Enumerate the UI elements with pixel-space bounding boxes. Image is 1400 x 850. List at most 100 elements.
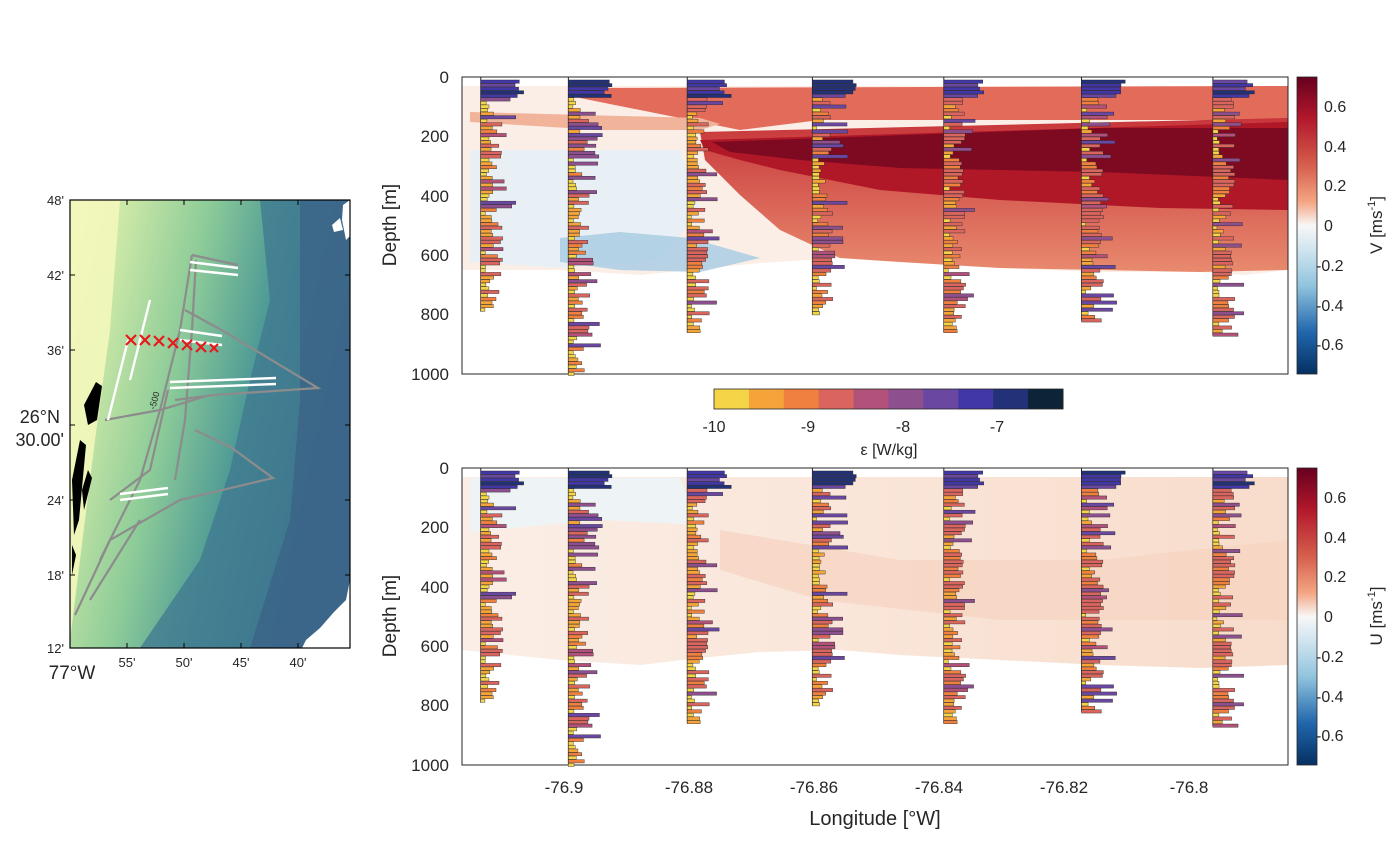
epsilon-bar <box>1212 705 1235 710</box>
epsilon-bar <box>568 126 603 130</box>
epsilon-bar <box>812 545 848 550</box>
epsilon-bar <box>1212 325 1232 330</box>
epsilon-bar <box>1081 94 1117 98</box>
epsilon-bar <box>943 204 957 209</box>
epsilon-bar <box>687 225 700 230</box>
u-colorbar <box>1296 467 1318 766</box>
epsilon-bar <box>812 638 819 642</box>
epsilon-bar <box>568 154 600 159</box>
epsilon-bar <box>1212 481 1255 486</box>
epsilon-bar <box>812 634 831 639</box>
epsilon-bar <box>568 609 574 614</box>
epsilon-bar <box>480 247 504 251</box>
lat-tick-label: 26°N <box>20 407 60 427</box>
epsilon-bar <box>568 584 590 589</box>
epsilon-bar <box>480 293 488 298</box>
epsilon-bar <box>943 552 962 557</box>
epsilon-bar <box>812 470 854 475</box>
epsilon-swatch <box>888 389 924 409</box>
epsilon-bar <box>1081 147 1090 152</box>
epsilon-bar <box>812 83 857 88</box>
epsilon-bar <box>943 140 962 145</box>
epsilon-bar <box>812 272 827 276</box>
epsilon-bar <box>812 268 832 273</box>
epsilon-bar <box>943 165 961 170</box>
epsilon-bar <box>812 215 822 219</box>
epsilon-bar <box>480 488 511 493</box>
epsilon-bar <box>812 481 854 486</box>
epsilon-bar <box>480 609 493 614</box>
epsilon-bar <box>943 300 958 305</box>
epsilon-bar <box>687 574 706 578</box>
epsilon-bar <box>1081 559 1104 564</box>
y-tick-label: 200 <box>421 127 449 146</box>
epsilon-bar <box>1081 698 1113 703</box>
epsilon-bar <box>480 211 486 216</box>
epsilon-bar <box>480 233 493 237</box>
epsilon-bar <box>1081 488 1099 493</box>
epsilon-bar <box>812 104 847 109</box>
epsilon-bar <box>812 670 820 675</box>
epsilon-bar <box>1212 90 1255 95</box>
epsilon-bar <box>1212 282 1244 287</box>
epsilon-bar <box>1212 250 1232 255</box>
epsilon-bar <box>568 755 577 760</box>
epsilon-bar <box>568 517 603 521</box>
epsilon-bar <box>480 581 493 585</box>
epsilon-bar <box>1081 549 1088 553</box>
epsilon-bar <box>480 136 490 141</box>
epsilon-bar <box>1081 702 1089 707</box>
epsilon-bar <box>1081 599 1103 603</box>
epsilon-bar <box>568 329 589 333</box>
epsilon-bar <box>943 200 957 205</box>
epsilon-bar <box>480 517 493 521</box>
cbar-tick-label: -0.6 <box>1316 337 1344 354</box>
epsilon-bar <box>943 240 958 244</box>
station-markers <box>125 334 219 353</box>
epsilon-bar <box>687 545 695 550</box>
epsilon-bar <box>812 663 827 667</box>
lon-tick-label: 40' <box>290 655 307 670</box>
epsilon-bar <box>480 606 492 610</box>
epsilon-bar <box>1212 104 1234 109</box>
epsilon-bar <box>568 250 586 255</box>
epsilon-bar <box>480 485 518 489</box>
epsilon-bar <box>1081 200 1101 205</box>
epsilon-bar <box>943 513 963 518</box>
epsilon-bar <box>687 300 717 305</box>
epsilon-bar <box>812 563 820 568</box>
epsilon-bar <box>687 527 698 532</box>
epsilon-bar <box>568 524 603 528</box>
epsilon-bar <box>812 140 841 145</box>
v-missing-top <box>462 77 1288 86</box>
epsilon-bar <box>1212 613 1243 618</box>
epsilon-bar <box>1081 83 1122 88</box>
u-missing-top <box>462 468 1288 477</box>
epsilon-bar <box>1212 154 1223 159</box>
epsilon-bar <box>687 695 692 700</box>
epsilon-bar <box>480 666 494 671</box>
epsilon-bar <box>687 329 701 333</box>
epsilon-bar <box>568 549 574 553</box>
epsilon-bar <box>568 83 613 88</box>
epsilon-bar <box>480 197 488 202</box>
epsilon-bar <box>568 357 579 362</box>
epsilon-bar <box>943 183 961 187</box>
epsilon-bar <box>687 314 692 319</box>
epsilon-bar <box>1212 79 1248 84</box>
epsilon-bar <box>1081 286 1092 291</box>
epsilon-bar <box>568 534 597 539</box>
epsilon-bar <box>687 233 705 237</box>
epsilon-bar <box>568 133 603 137</box>
epsilon-bar <box>812 599 829 603</box>
epsilon-bar <box>568 311 583 316</box>
epsilon-bar <box>943 705 962 710</box>
epsilon-bar <box>568 688 579 692</box>
epsilon-bar <box>480 222 499 227</box>
epsilon-bar <box>480 118 488 123</box>
epsilon-bar <box>812 204 824 209</box>
x-tick-label: -76.88 <box>665 778 713 797</box>
epsilon-bar <box>1081 122 1111 127</box>
epsilon-bar <box>943 126 950 130</box>
epsilon-bar <box>568 183 576 187</box>
